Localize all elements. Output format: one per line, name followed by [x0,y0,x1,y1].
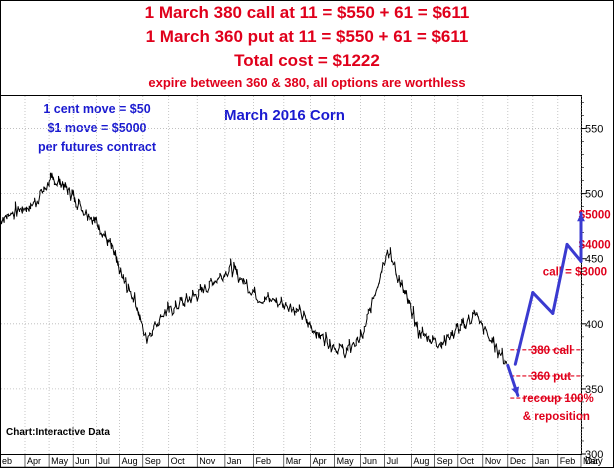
y-tick-label: 550 [585,124,603,136]
annotations: 380 call 360 put recoup 100% & reposition $5… [510,209,611,423]
arrow-segment [531,291,555,315]
month-label: Jun [75,456,90,466]
month-label: Aug [413,456,429,466]
month-label: Oct [460,456,475,466]
annotation-label: $4000 [579,239,611,251]
month-label: eb [2,456,12,466]
arrow-segment [513,291,535,366]
annotation-label: 360 put [531,371,571,383]
y-tick-label: 450 [585,254,603,266]
month-label: Jul [387,456,399,466]
month-label: Mar [583,456,599,466]
arrow-head [511,386,519,396]
arrow-segment [551,242,569,315]
price-series [0,172,507,365]
chart-credit: Chart:Interactive Data [6,427,110,438]
month-label: May [51,456,69,466]
grid [1,96,582,454]
month-label: Sep [145,456,161,466]
month-label: Jul [98,456,110,466]
header-line-expire: expire between 360 & 380, all options ar… [148,75,466,90]
x-axis: eb Apr May Jun Jul Aug Sep Oct Nov Jan Feb Mar Apr Ma… [0,454,599,468]
annotation-label: $5000 [579,209,611,221]
y-tick-label: 350 [585,384,603,396]
y-axis: 300 350 400 450 500 550 [581,102,603,461]
header-line-call: 1 March 380 call at 11 = $550 + 61 = $61… [144,3,470,22]
month-label: Apr [313,456,327,466]
note-cent-move: 1 cent move = $50 [43,102,151,116]
arrow-segment [565,242,583,263]
note-dollar-move: $1 move = $5000 [47,121,147,135]
annotation-label: 380 call [531,345,573,357]
month-label: Feb [255,456,271,466]
arrow-head [577,213,585,222]
month-label: Sep [437,456,453,466]
month-label: Dec [510,456,527,466]
month-label: Feb [560,456,576,466]
annotation-label: recoup 100% [523,393,594,405]
annotation-label: & reposition [523,411,590,423]
plot-frame [0,95,582,455]
header-line-put: 1 March 360 put at 11 = $550 + 61 = $611 [145,27,469,46]
y-tick-label: 300 [585,449,603,461]
blue-arrows [506,211,585,397]
y-tick-label: 500 [585,189,603,201]
month-label: Nov [199,456,216,466]
y-tick-label: 400 [585,319,603,331]
month-label: Jan [227,456,242,466]
price-line [0,172,507,365]
month-label: Jun [363,456,378,466]
note-per-contract: per futures contract [37,140,157,154]
month-label: Mar [286,456,302,466]
annotation-label: call = $3000 [543,267,607,279]
month-label: Nov [485,456,502,466]
month-label: Aug [122,456,138,466]
chart-title: March 2016 Corn [224,107,345,124]
month-label: Apr [27,456,41,466]
month-label: May [337,456,355,466]
month-label: Oct [171,456,186,466]
header-line-total: Total cost = $1222 [234,51,380,70]
day-label: Day [585,456,603,467]
month-label: Jan [535,456,550,466]
